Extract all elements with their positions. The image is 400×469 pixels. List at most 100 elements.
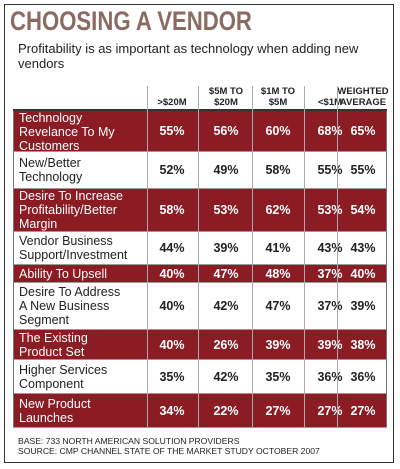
table-row: Vendor Business Support/Investment 44% 39% 4… [13,232,387,264]
row-label-line: Component [19,376,84,391]
row-label-line: New Product [19,396,91,411]
row-label-line: Ability To Upsell [19,266,108,281]
value-cell: 47% [265,299,291,313]
column-header-line: >$20M [157,97,187,108]
row-label-line: Technology [19,111,83,125]
row-label-line: The Existing [19,330,88,345]
row-divider [13,264,387,265]
row-label-line: Desire To Increase [19,189,123,203]
row-label-line: Margin [19,217,58,231]
column-header: WEIGHTED AVERAGE [336,86,390,108]
value-cell: 47% [213,266,239,281]
column-header: $1M TO $5M [251,86,305,108]
column-divider [198,86,199,427]
row-label-line: Profitability/Better [19,203,117,217]
table-row: New Product Launches 34% 22% 27% 27% 27% [13,394,387,427]
table-row: New/Better Technology 52% 49% 58% 55% 55% [13,152,387,188]
value-cell: 55% [159,124,185,138]
row-divider [13,231,387,232]
value-cell: 44% [159,241,185,255]
value-cell: 49% [213,163,239,177]
value-cell: 38% [350,337,376,352]
row-label: Ability To Upsell [19,267,107,281]
value-cell: 43% [350,241,376,255]
value-cell: 53% [213,203,239,217]
footnote-source: SOURCE: CMP CHANNEL STATE OF THE MARKET … [18,446,320,456]
value-cell: 40% [159,299,185,313]
row-label: New/Better Technology [19,156,82,184]
table-row: The Existing Product Set 40% 26% 39% 39% 38% [13,330,387,359]
column-header: $5M TO $20M [199,86,253,108]
value-cell: 35% [265,369,291,384]
row-label-line: Technology [19,170,83,184]
value-cell: 55% [350,163,376,177]
table-row: Ability To Upsell 40% 47% 48% 37% 40% [13,265,387,282]
value-cell: 43% [317,241,343,255]
value-cell: 52% [159,163,185,177]
row-label: Vendor Business Support/Investment [19,234,127,262]
value-cell: 36% [350,369,376,384]
row-label-line: Vendor Business [19,234,113,248]
row-divider [13,393,387,394]
value-cell: 48% [265,266,291,281]
row-label-line: Segment [19,313,70,327]
row-divider [13,329,387,330]
value-cell: 35% [159,369,185,384]
value-cell: 27% [265,403,291,418]
row-label-line: New/Better [19,156,81,170]
value-cell: 39% [213,241,239,255]
value-cell: 39% [265,337,291,352]
row-label-line: A New Business [19,299,110,313]
row-label: Higher Services Component [19,363,107,391]
row-label-line: Support/Investment [19,248,128,262]
table-row: Desire To Increase Profitability/Better Ma… [13,189,387,231]
chart-title: CHOOSING A VENDOR [10,6,252,36]
row-label: Desire To Address A New Business Segment [19,285,120,327]
row-label: New Product Launches [19,397,91,425]
column-divider [337,86,338,427]
column-divider [304,86,305,427]
value-cell: 41% [265,241,291,255]
row-divider [13,151,387,152]
row-label-line: Higher Services [19,362,108,377]
row-label: Desire To Increase Profitability/Better Ma… [19,189,123,231]
column-header: >$20M [145,97,199,108]
table-row: Technology Revelance To My Customers 55% 56%… [13,111,387,153]
column-header-line: $5M TO [208,86,244,97]
table-right-border [386,111,387,427]
value-cell: 58% [159,203,185,217]
value-cell: 27% [317,403,343,418]
row-label-line: Product Set [19,344,85,359]
value-cell: 56% [213,124,239,138]
value-cell: 40% [350,266,376,281]
value-cell: 37% [317,299,343,313]
row-label: Technology Revelance To My Customers [19,111,115,153]
column-header-line: $20M [214,97,238,108]
column-header-line: $5M [268,97,288,108]
row-divider [13,427,387,428]
value-cell: 39% [350,299,376,313]
value-cell: 42% [213,369,239,384]
column-header-line: WEIGHTED [337,86,389,97]
value-cell: 26% [213,337,239,352]
column-divider [252,86,253,427]
row-divider [13,359,387,360]
value-cell: 40% [159,266,185,281]
value-cell: 36% [317,369,343,384]
column-header-line: <$1M [317,97,343,108]
value-cell: 68% [317,124,343,138]
column-header: <$1M [303,97,357,108]
column-header-line: $1M TO [260,86,296,97]
value-cell: 40% [159,337,185,352]
row-label-line: Revelance To My [19,125,115,139]
value-cell: 62% [265,203,291,217]
value-cell: 39% [317,337,343,352]
row-label-line: Desire To Address [19,285,121,299]
table-row: Higher Services Component 35% 42% 35% 36% 36% [13,360,387,393]
value-cell: 60% [265,124,291,138]
chart-subtitle: Profitability is as important as technol… [18,41,359,71]
value-cell: 55% [317,163,343,177]
header-rule [13,109,387,111]
column-divider [147,86,148,427]
value-cell: 34% [159,403,185,418]
